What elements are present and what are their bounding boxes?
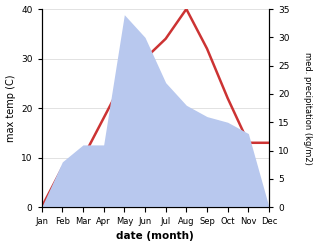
X-axis label: date (month): date (month) — [116, 231, 194, 242]
Y-axis label: med. precipitation (kg/m2): med. precipitation (kg/m2) — [303, 52, 313, 165]
Y-axis label: max temp (C): max temp (C) — [5, 74, 16, 142]
